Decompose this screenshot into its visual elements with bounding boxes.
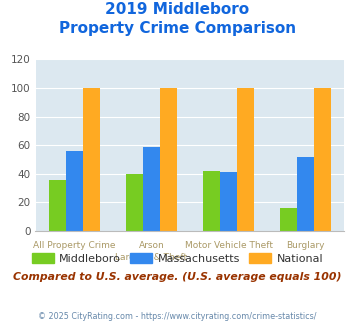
Text: Arson
Larceny & Theft: Arson Larceny & Theft — [115, 241, 187, 262]
Bar — [143, 147, 160, 231]
Bar — [49, 180, 66, 231]
Bar — [203, 171, 220, 231]
Bar — [280, 208, 297, 231]
Text: 2019 Middleboro: 2019 Middleboro — [105, 2, 250, 16]
Text: Burglary: Burglary — [286, 241, 325, 250]
Bar — [83, 88, 100, 231]
Bar — [126, 174, 143, 231]
Bar — [237, 88, 254, 231]
Bar — [220, 172, 237, 231]
Bar — [297, 157, 314, 231]
Text: Compared to U.S. average. (U.S. average equals 100): Compared to U.S. average. (U.S. average … — [13, 272, 342, 282]
Text: © 2025 CityRating.com - https://www.cityrating.com/crime-statistics/: © 2025 CityRating.com - https://www.city… — [38, 312, 317, 321]
Bar — [66, 151, 83, 231]
Text: Motor Vehicle Theft: Motor Vehicle Theft — [185, 241, 273, 250]
Bar — [160, 88, 177, 231]
Bar — [314, 88, 331, 231]
Text: Property Crime Comparison: Property Crime Comparison — [59, 21, 296, 36]
Legend: Middleboro, Massachusetts, National: Middleboro, Massachusetts, National — [27, 248, 328, 268]
Text: All Property Crime: All Property Crime — [33, 241, 115, 250]
